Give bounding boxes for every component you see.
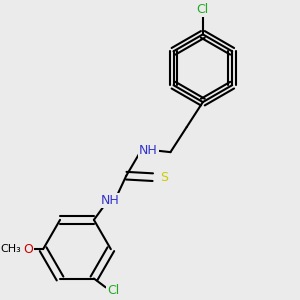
- Text: O: O: [23, 243, 33, 256]
- Text: CH₃: CH₃: [0, 244, 21, 254]
- Text: S: S: [160, 171, 168, 184]
- Text: Cl: Cl: [107, 284, 119, 297]
- Text: Cl: Cl: [197, 3, 209, 16]
- Text: NH: NH: [101, 194, 119, 207]
- Text: NH: NH: [139, 144, 158, 157]
